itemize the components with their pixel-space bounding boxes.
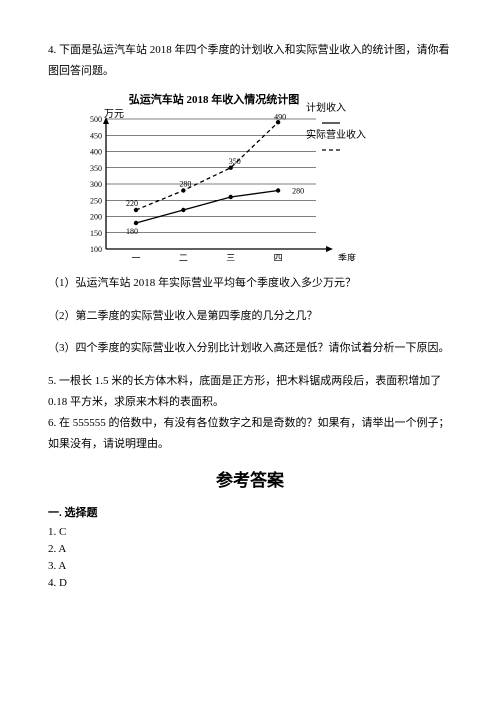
svg-text:250: 250 [90,196,102,205]
svg-text:100: 100 [90,245,102,254]
revenue-chart: 弘运汽车站 2018 年收入情况统计图 万元 计划收入 实际营业收入 10015… [74,90,354,261]
ans-3: 3. A [48,558,452,575]
svg-text:490: 490 [274,113,286,121]
q6: 6. 在 555555 的倍数中，有没有各位数字之和是奇数的？如果有，请举出一个… [48,413,452,455]
svg-text:180: 180 [126,227,138,236]
svg-text:280: 280 [179,179,191,188]
legend-actual-label: 实际营业收入 [306,126,366,145]
svg-text:350: 350 [229,156,241,165]
svg-text:150: 150 [90,228,102,237]
svg-text:400: 400 [90,147,102,156]
svg-text:280: 280 [292,186,304,195]
svg-text:350: 350 [90,163,102,172]
svg-text:200: 200 [90,212,102,221]
chart-y-unit: 万元 [104,105,124,124]
q4-sub1: （1）弘运汽车站 2018 年实际营业平均每个季度收入多少万元？ [48,273,452,294]
q4-sub2: （2）第二季度的实际营业收入是第四季度的几分之几？ [48,306,452,327]
svg-text:300: 300 [90,180,102,189]
q5: 5. 一根长 1.5 米的长方体木料，底面是正方形，把木料锯成两段后，表面积增加… [48,371,452,413]
svg-text:450: 450 [90,131,102,140]
q4-stem: 4. 下面是弘运汽车站 2018 年四个季度的计划收入和实际营业收入的统计图，请… [48,40,452,82]
answers-title: 参考答案 [48,465,452,497]
section1-title: 一. 选择题 [48,503,452,524]
svg-text:220: 220 [126,199,138,208]
svg-text:四: 四 [274,253,283,261]
q4-sub3: （3）四个季度的实际营业收入分别比计划收入高还是低？请你试着分析一下原因。 [48,338,452,359]
svg-text:三: 三 [226,253,235,261]
legend-planned-label: 计划收入 [306,99,346,118]
ans-1: 1. C [48,524,452,541]
ans-4: 4. D [48,575,452,592]
svg-text:500: 500 [90,115,102,124]
svg-text:二: 二 [179,253,188,261]
svg-text:季度: 季度 [338,252,356,261]
ans-2: 2. A [48,541,452,558]
svg-text:一: 一 [131,253,140,261]
